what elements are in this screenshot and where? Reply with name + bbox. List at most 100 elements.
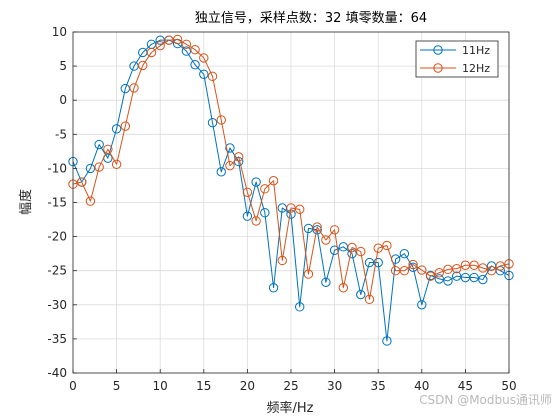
data-point <box>417 300 427 310</box>
series-12Hz <box>68 34 514 305</box>
data-point <box>399 248 410 259</box>
data-point <box>469 260 479 270</box>
data-point <box>469 272 479 283</box>
data-point <box>94 139 104 150</box>
data-point <box>207 71 218 82</box>
data-point <box>199 53 209 63</box>
data-point <box>77 177 87 187</box>
data-point <box>286 203 296 213</box>
data-point <box>268 283 279 293</box>
data-point <box>120 121 131 131</box>
data-point <box>85 196 96 206</box>
data-point <box>382 240 392 251</box>
y-tick-label: -10 <box>47 161 67 175</box>
data-point <box>190 45 200 55</box>
x-tick-label: 15 <box>196 379 211 393</box>
legend: 11Hz 12Hz <box>415 40 499 78</box>
data-point <box>172 34 183 45</box>
data-point <box>356 246 366 257</box>
data-point <box>251 216 261 226</box>
data-point <box>425 271 436 281</box>
data-point <box>303 269 314 279</box>
legend-label: 12Hz <box>462 62 490 75</box>
data-point <box>321 235 331 245</box>
y-tick-label: -25 <box>47 264 67 278</box>
data-point <box>312 225 322 235</box>
data-point <box>356 289 366 300</box>
data-point <box>399 266 410 276</box>
data-point <box>85 163 96 174</box>
data-point <box>295 302 305 312</box>
legend-entry-2: 12Hz <box>420 62 490 75</box>
y-tick-label: 10 <box>52 25 67 39</box>
data-point <box>216 167 226 177</box>
plot-area <box>68 34 514 346</box>
data-point <box>242 187 253 197</box>
grid <box>72 31 510 374</box>
x-tick-label: 10 <box>153 379 168 393</box>
data-point <box>225 143 235 153</box>
data-point <box>129 83 139 93</box>
x-tick-label: 0 <box>69 379 77 393</box>
y-tick-label: -15 <box>47 196 67 210</box>
data-point <box>190 60 200 70</box>
data-point <box>268 175 279 186</box>
y-tick-label: -30 <box>47 298 67 312</box>
data-point <box>329 225 340 235</box>
data-point <box>451 271 462 281</box>
legend-entry-1: 11Hz <box>420 44 490 57</box>
legend-label: 11Hz <box>462 44 490 57</box>
x-tick-label: 20 <box>240 379 255 393</box>
data-point <box>347 242 357 253</box>
y-tick-label: -40 <box>47 366 67 380</box>
y-axis-label: 幅度 <box>18 189 34 215</box>
y-tick-label: -35 <box>47 332 67 346</box>
data-point <box>486 266 497 276</box>
data-point <box>312 222 322 232</box>
data-point <box>478 263 488 273</box>
x-tick-label: 45 <box>458 379 473 393</box>
data-point <box>408 259 418 270</box>
data-point <box>443 276 453 286</box>
data-point <box>373 243 383 253</box>
x-axis-label: 频率/Hz <box>267 400 314 416</box>
data-point <box>364 294 375 305</box>
x-tick-label: 30 <box>327 379 342 393</box>
data-point <box>225 160 235 171</box>
data-point <box>111 124 122 134</box>
legend-box <box>415 40 499 78</box>
data-point <box>260 208 270 218</box>
data-point <box>155 40 165 51</box>
data-point <box>94 162 104 172</box>
data-point <box>233 152 244 162</box>
data-point <box>251 177 261 187</box>
data-point <box>329 245 340 255</box>
y-tick-label: -20 <box>47 230 67 244</box>
data-point <box>373 257 383 268</box>
x-tick-label: 35 <box>371 379 386 393</box>
watermark: CSDN @Modbus通讯师 <box>419 393 552 407</box>
data-point <box>260 184 270 194</box>
data-point <box>495 261 505 271</box>
series-line <box>72 39 510 300</box>
x-tick-label: 5 <box>113 379 121 393</box>
data-point <box>451 263 462 274</box>
ticks: 0 5 10 15 20 25 30 35 40 45 501050-5-10-15-20-25-3… <box>47 25 516 393</box>
data-point <box>111 159 122 170</box>
data-point <box>434 268 444 278</box>
x-tick-label: 40 <box>414 379 429 393</box>
y-tick-label: -5 <box>55 127 67 141</box>
data-point <box>478 274 488 285</box>
data-point <box>216 115 226 125</box>
data-point <box>417 265 427 275</box>
y-tick-label: 5 <box>59 59 67 73</box>
x-tick-label: 25 <box>283 379 298 393</box>
data-point <box>207 118 218 128</box>
data-point <box>146 47 157 58</box>
data-point <box>199 69 209 79</box>
x-tick-label: 50 <box>501 379 516 393</box>
data-point <box>295 204 305 215</box>
data-point <box>138 60 148 71</box>
